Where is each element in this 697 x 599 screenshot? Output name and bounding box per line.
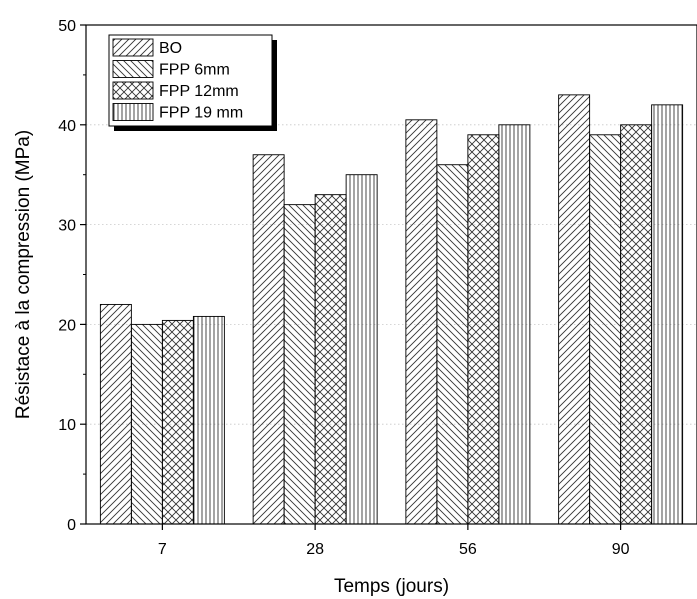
legend-swatch-fpp-12mm (112, 81, 154, 100)
bar-fpp-12mm-56 (467, 134, 500, 525)
legend-label-fpp-6mm: FPP 6mm (159, 62, 230, 79)
bar-bo-7 (99, 303, 132, 525)
bar-fpp-19-mm-90 (651, 104, 684, 525)
bar-fpp-6mm-90 (589, 134, 622, 525)
x-tick-label-56: 56 (459, 541, 477, 558)
legend: BO FPP 6mm FPP 12mm FPP 19 mm (108, 34, 277, 131)
bar-fpp-19-mm-28 (345, 174, 378, 525)
y-tick-label-10: 10 (58, 417, 76, 434)
bar-bo-90 (558, 94, 591, 525)
bar-fpp-12mm-90 (620, 124, 653, 525)
legend-swatch-fpp-19-mm (112, 103, 154, 121)
bar-fpp-12mm-28 (314, 194, 347, 525)
legend-label-fpp-19-mm: FPP 19 mm (159, 105, 243, 122)
bar-fpp-19-mm-56 (498, 124, 531, 525)
y-axis-title: Résistace à la compression (MPa) (13, 130, 34, 419)
x-axis-title: Temps (jours) (334, 576, 449, 597)
bar-fpp-6mm-28 (283, 204, 316, 525)
bar-fpp-12mm-7 (161, 319, 194, 525)
bar-bo-28 (252, 154, 285, 525)
x-tick-label-90: 90 (612, 541, 630, 558)
y-tick-label-30: 30 (58, 218, 76, 235)
legend-swatch-fpp-6mm (112, 60, 154, 78)
bar-bo-56 (405, 119, 438, 525)
x-tick-label-28: 28 (306, 541, 324, 558)
legend-label-fpp-12mm: FPP 12mm (159, 83, 239, 100)
y-tick-label-20: 20 (58, 317, 76, 334)
y-tick-label-0: 0 (67, 517, 76, 534)
bar-fpp-6mm-7 (130, 323, 163, 525)
bar-fpp-19-mm-7 (192, 315, 225, 525)
y-tick-label-50: 50 (58, 18, 76, 35)
legend-label-bo: BO (159, 40, 182, 57)
y-tick-label-40: 40 (58, 118, 76, 135)
bars (99, 94, 684, 525)
axes: 0 10 20 30 40 50 7 28 56 90 (58, 18, 629, 558)
x-tick-label-7: 7 (158, 541, 167, 558)
bar-fpp-6mm-56 (436, 164, 469, 525)
legend-swatch-bo (112, 38, 154, 57)
